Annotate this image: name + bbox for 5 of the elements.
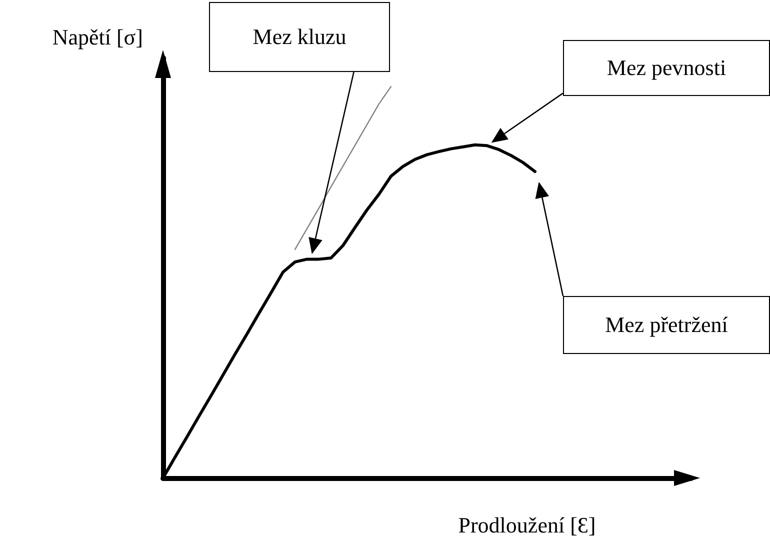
- text-box: Mez přetržení: [563, 296, 770, 354]
- y-axis-title: Napětí [σ]: [52, 24, 143, 50]
- text-box: Mez pevnosti: [563, 40, 770, 96]
- x-axis-title: Prodloužení [Ɛ]: [458, 512, 596, 538]
- text-box: Mez kluzu: [209, 2, 390, 72]
